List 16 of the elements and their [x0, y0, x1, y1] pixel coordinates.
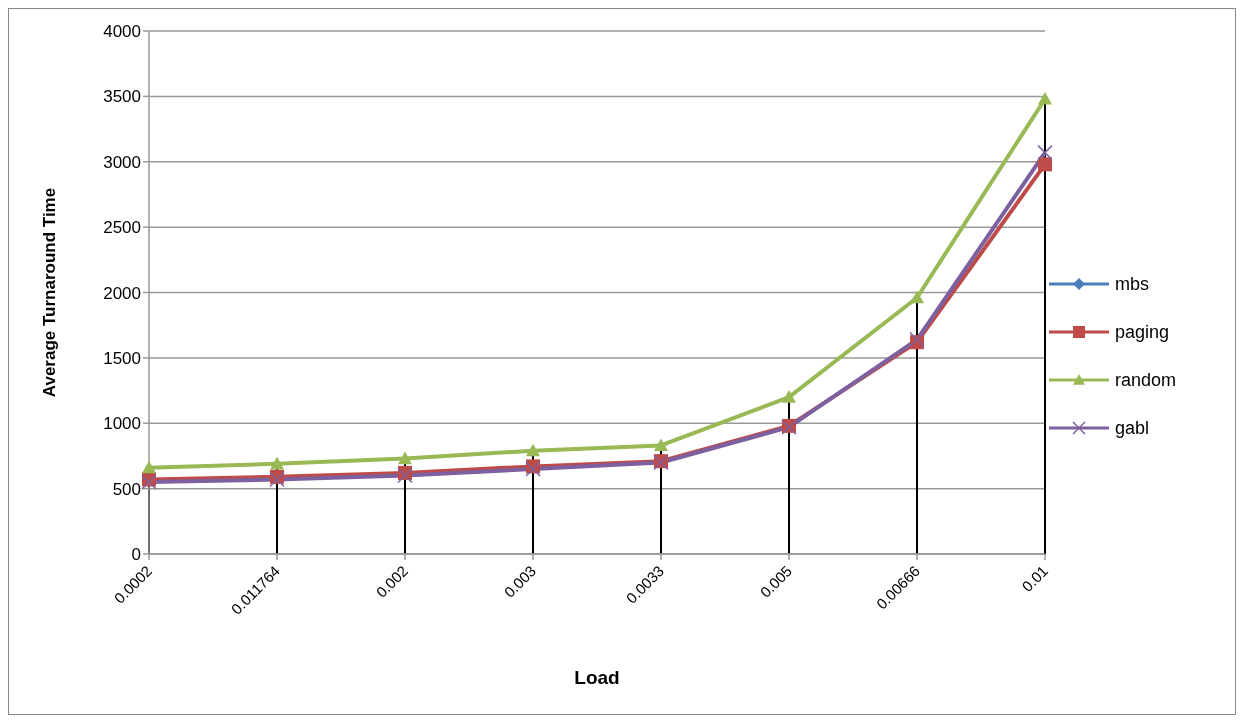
- legend-label: mbs: [1115, 273, 1150, 294]
- legend-label: random: [1115, 369, 1177, 390]
- legend-label: paging: [1115, 321, 1170, 342]
- legend-label: gabl: [1115, 417, 1150, 438]
- y-tick-label: 1000: [103, 414, 141, 434]
- y-tick-label: 2500: [103, 218, 141, 238]
- x-tick-label: 0.01: [1018, 562, 1052, 595]
- y-tick-label: 0: [131, 545, 141, 565]
- y-tick-label: 500: [112, 479, 141, 499]
- y-axis-title: Average Turnaround Time: [40, 187, 60, 398]
- x-axis-title: Load: [574, 667, 620, 688]
- y-tick-label: 3500: [103, 87, 141, 107]
- y-tick-label: 3000: [103, 152, 141, 172]
- y-tick-label: 2000: [103, 283, 141, 303]
- y-tick-label: 1500: [103, 348, 141, 368]
- y-tick-label: 4000: [103, 22, 141, 42]
